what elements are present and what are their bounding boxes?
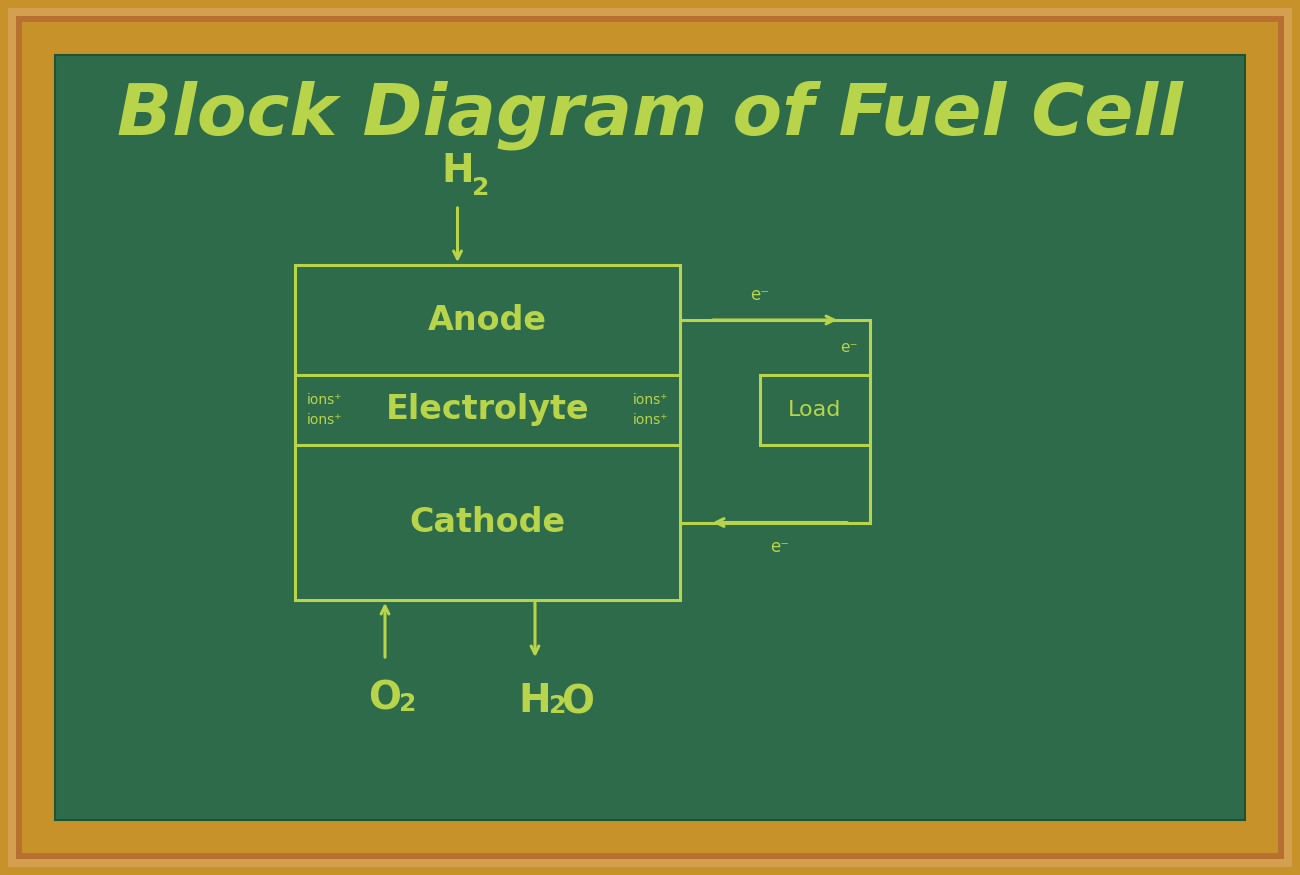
Text: Load: Load [788,400,841,420]
Text: 2: 2 [399,692,416,716]
Text: Block Diagram of Fuel Cell: Block Diagram of Fuel Cell [117,80,1183,150]
Text: 2: 2 [549,694,567,718]
Text: e⁻: e⁻ [841,340,858,355]
Text: ions⁺: ions⁺ [633,393,668,407]
Text: H: H [441,152,473,190]
Bar [760,375,870,445]
Text: Cathode: Cathode [410,506,566,539]
Text: e⁻: e⁻ [750,286,770,304]
Text: ions⁺: ions⁺ [307,393,342,407]
Text: O: O [368,680,402,718]
Text: Anode: Anode [428,304,547,337]
Bar [295,265,680,600]
Text: Electrolyte: Electrolyte [386,394,589,426]
Text: H: H [519,682,551,720]
Text: ions⁺: ions⁺ [633,413,668,427]
Text: ions⁺: ions⁺ [307,413,342,427]
Bar [55,55,1245,820]
Text: 2: 2 [472,176,489,200]
Text: e⁻: e⁻ [771,538,789,556]
Text: O: O [562,683,594,721]
